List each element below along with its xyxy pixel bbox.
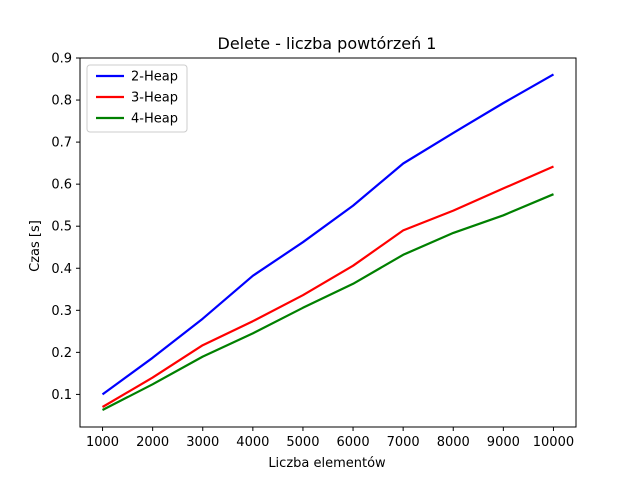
legend-label: 3-Heap: [131, 91, 178, 106]
series-line-3-heap: [101, 165, 554, 408]
y-ticks: 0.1 0.2 0.3 0.4 0.5 0.6 0.7 0.8 0.9: [51, 52, 80, 403]
x-tick-label: 2000: [136, 435, 169, 450]
legend-label: 4-Heap: [131, 112, 178, 127]
x-tick-label: 10000: [533, 435, 574, 450]
legend: 2-Heap 3-Heap 4-Heap: [86, 64, 188, 133]
y-tick-label: 0.5: [51, 220, 72, 235]
legend-label: 2-Heap: [131, 70, 178, 85]
x-tick-label: 4000: [236, 435, 269, 450]
x-tick-label: 5000: [286, 435, 319, 450]
x-tick-label: 8000: [437, 435, 470, 450]
y-tick-label: 0.9: [51, 52, 72, 67]
y-tick-label: 0.1: [51, 388, 72, 403]
x-tick-label: 1000: [86, 435, 119, 450]
y-tick-label: 0.2: [51, 346, 72, 361]
legend-box: [86, 64, 188, 133]
series-lines: [101, 73, 555, 411]
chart-title: Delete - liczba powtórzeń 1: [218, 34, 437, 53]
series-line-2-heap: [101, 73, 555, 396]
x-tick-label: 9000: [487, 435, 520, 450]
x-tick-label: 3000: [186, 435, 219, 450]
x-ticks: 1000 2000 3000 4000 5000 6000 7000 8000 9000 1000…: [86, 427, 574, 450]
x-axis-label: Liczba elementów: [268, 456, 386, 471]
y-tick-label: 0.7: [51, 136, 72, 151]
x-tick-label: 6000: [337, 435, 370, 450]
y-tick-label: 0.8: [51, 94, 72, 109]
x-tick-label: 7000: [387, 435, 420, 450]
y-axis-label: Czas [s]: [28, 220, 43, 272]
y-tick-label: 0.6: [51, 178, 72, 193]
y-tick-label: 0.3: [51, 304, 72, 319]
series-line-4-heap: [101, 193, 554, 411]
plot-frame: [79, 57, 577, 428]
y-tick-label: 0.4: [51, 262, 72, 277]
